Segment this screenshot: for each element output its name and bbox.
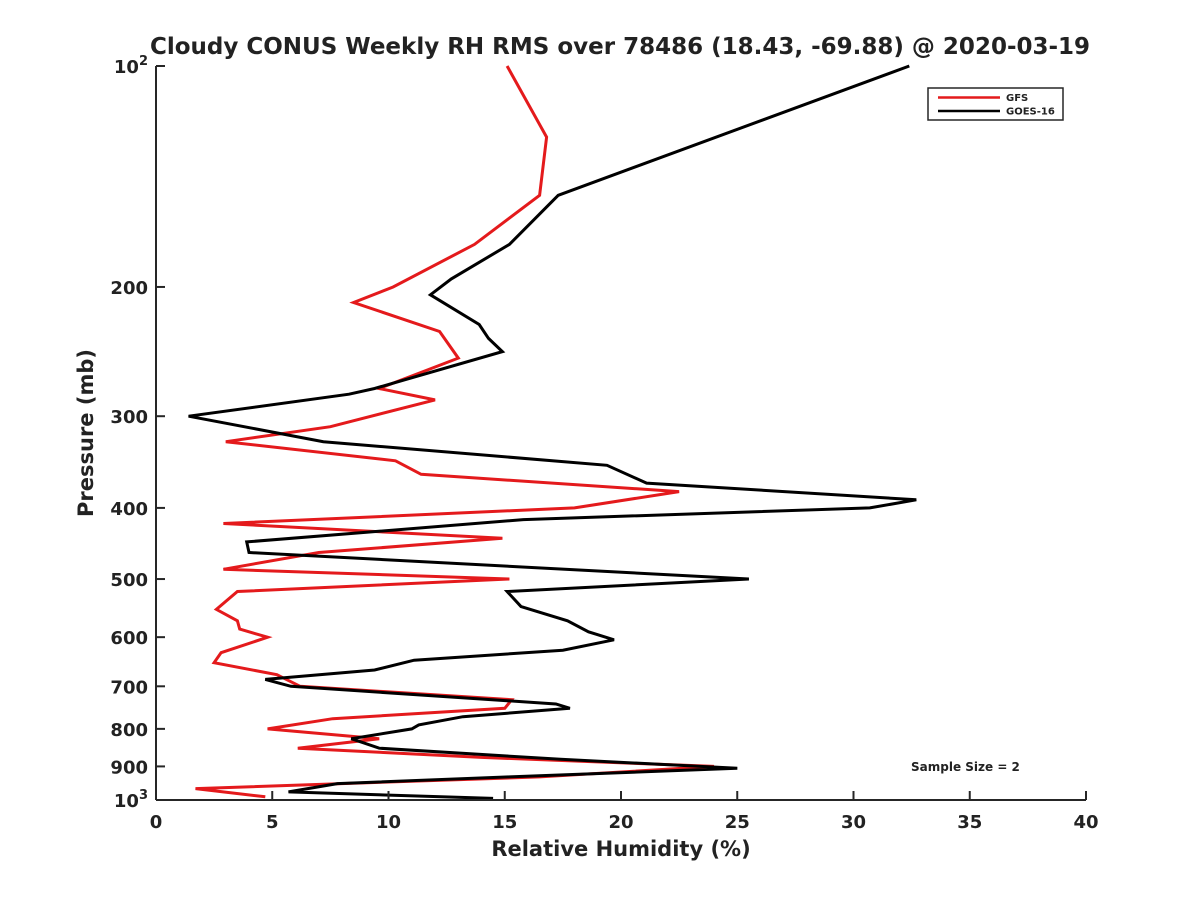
y-tick-label: 102 [114, 54, 148, 78]
chart-title: Cloudy CONUS Weekly RH RMS over 78486 (1… [150, 34, 1090, 60]
y-tick-label: 900 [110, 757, 148, 778]
y-tick-label: 400 [110, 499, 148, 520]
x-axis-ticks: 0 5 10 15 20 25 30 35 40 [150, 791, 1099, 833]
y-tick-label: 500 [110, 570, 148, 591]
plot-area: 0 5 10 15 20 25 30 35 40 102 200 300 400 500 600 700 80… [110, 54, 1098, 833]
x-tick-label: 0 [150, 812, 163, 833]
x-tick-label: 10 [376, 812, 401, 833]
legend-label-goes-16: GOES-16 [1006, 107, 1055, 118]
legend: GFS GOES-16 [927, 87, 1064, 121]
series-line-gfs [195, 65, 715, 799]
series-layer [188, 64, 917, 800]
legend-box [927, 87, 1064, 121]
x-tick-label: 15 [492, 812, 517, 833]
x-tick-label: 35 [957, 812, 982, 833]
y-tick-label: 300 [110, 407, 148, 428]
y-tick-label: 800 [110, 720, 148, 741]
y-tick-label: 103 [114, 788, 148, 812]
y-tick-label: 600 [110, 628, 148, 649]
y-axis-ticks: 102 200 300 400 500 600 700 800 900 103 [110, 54, 165, 812]
legend-label-gfs: GFS [1006, 93, 1028, 104]
x-tick-label: 40 [1073, 812, 1098, 833]
x-axis-label: Relative Humidity (%) [491, 837, 750, 861]
y-tick-label: 200 [110, 278, 148, 299]
y-axis-label: Pressure (mb) [74, 349, 98, 517]
x-tick-label: 5 [266, 812, 279, 833]
sample-size-annotation: Sample Size = 2 [911, 760, 1020, 774]
series-line-goes-16 [188, 64, 917, 800]
x-tick-label: 25 [725, 812, 750, 833]
y-tick-label: 700 [110, 677, 148, 698]
x-tick-label: 30 [841, 812, 866, 833]
x-tick-label: 20 [608, 812, 633, 833]
